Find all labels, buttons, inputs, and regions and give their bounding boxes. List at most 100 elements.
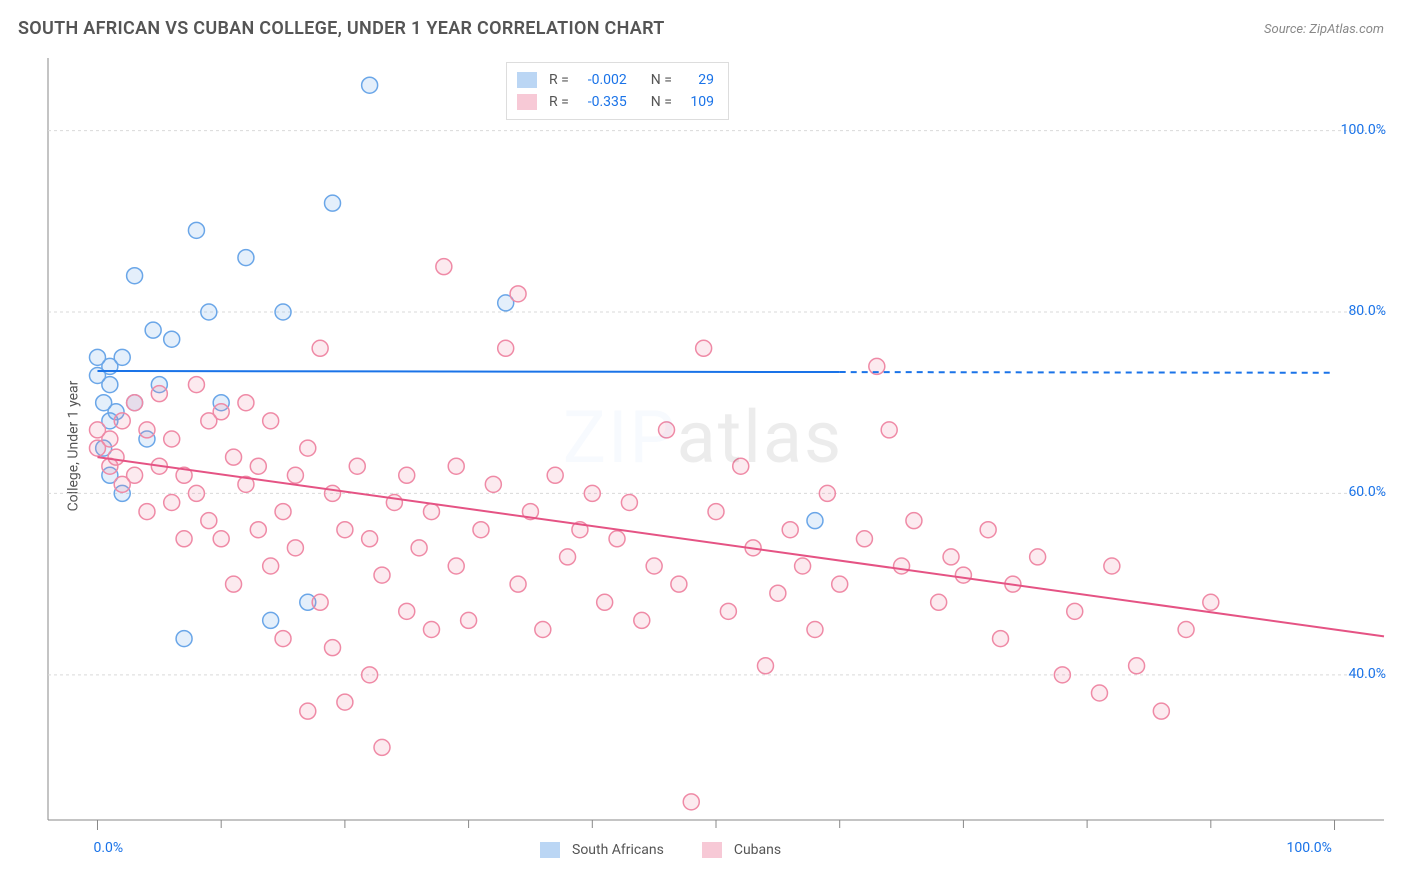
data-point	[1129, 658, 1145, 674]
data-point	[757, 658, 773, 674]
chart-container: SOUTH AFRICAN VS CUBAN COLLEGE, UNDER 1 …	[0, 0, 1406, 892]
data-point	[300, 703, 316, 719]
data-point	[226, 449, 242, 465]
stat-label-n: N =	[651, 94, 672, 110]
data-point	[164, 331, 180, 347]
data-point	[399, 603, 415, 619]
data-point	[856, 531, 872, 547]
data-point	[188, 377, 204, 393]
data-point	[325, 640, 341, 656]
data-point	[720, 603, 736, 619]
data-point	[102, 377, 118, 393]
data-point	[362, 77, 378, 93]
x-tick-label: 100.0%	[1287, 840, 1332, 856]
data-point	[708, 504, 724, 520]
data-point	[188, 485, 204, 501]
stat-label-r: R =	[549, 94, 569, 110]
data-point	[955, 567, 971, 583]
data-point	[411, 540, 427, 556]
data-point	[164, 431, 180, 447]
data-point	[226, 576, 242, 592]
data-point	[560, 549, 576, 565]
data-point	[1104, 558, 1120, 574]
data-point	[374, 567, 390, 583]
data-point	[213, 404, 229, 420]
stat-label-r: R =	[549, 72, 569, 88]
data-point	[980, 522, 996, 538]
data-point	[250, 458, 266, 474]
data-point	[621, 495, 637, 511]
data-point	[362, 531, 378, 547]
data-point	[535, 622, 551, 638]
data-point	[263, 558, 279, 574]
data-point	[671, 576, 687, 592]
data-point	[127, 395, 143, 411]
data-point	[151, 386, 167, 402]
data-point	[1178, 622, 1194, 638]
stat-value-n: 109	[682, 94, 714, 110]
data-point	[164, 495, 180, 511]
data-point	[906, 513, 922, 529]
data-point	[423, 622, 439, 638]
data-point	[263, 413, 279, 429]
data-point	[337, 694, 353, 710]
data-point	[145, 322, 161, 338]
data-point	[176, 631, 192, 647]
data-point	[461, 612, 477, 628]
data-point	[349, 458, 365, 474]
data-point	[250, 522, 266, 538]
data-point	[993, 631, 1009, 647]
data-point	[374, 739, 390, 755]
stat-value-r: -0.002	[579, 72, 627, 88]
data-point	[782, 522, 798, 538]
data-point	[1067, 603, 1083, 619]
data-point	[832, 576, 848, 592]
legend-row: R =-0.002N =29	[517, 69, 714, 91]
data-point	[807, 622, 823, 638]
series-legend: South Africans Cubans	[540, 842, 809, 858]
data-point	[188, 222, 204, 238]
stat-label-n: N =	[651, 72, 672, 88]
legend-swatch	[540, 842, 560, 858]
data-point	[275, 631, 291, 647]
scatter-chart	[0, 0, 1406, 892]
data-point	[436, 259, 452, 275]
data-point	[609, 531, 625, 547]
data-point	[807, 513, 823, 529]
data-point	[498, 340, 514, 356]
data-point	[213, 531, 229, 547]
data-point	[362, 667, 378, 683]
data-point	[931, 594, 947, 610]
data-point	[1091, 685, 1107, 701]
data-point	[139, 504, 155, 520]
legend-swatch	[517, 72, 537, 88]
data-point	[1203, 594, 1219, 610]
y-tick-label: 40.0%	[1348, 666, 1386, 682]
data-point	[325, 485, 341, 501]
data-point	[139, 422, 155, 438]
data-point	[287, 467, 303, 483]
data-point	[510, 286, 526, 302]
data-point	[733, 458, 749, 474]
data-point	[423, 504, 439, 520]
data-point	[881, 422, 897, 438]
data-point	[943, 549, 959, 565]
data-point	[1054, 667, 1070, 683]
legend-label: Cubans	[734, 842, 781, 858]
data-point	[770, 585, 786, 601]
data-point	[102, 431, 118, 447]
legend-swatch	[702, 842, 722, 858]
y-tick-label: 80.0%	[1348, 303, 1386, 319]
legend-label: South Africans	[572, 842, 664, 858]
data-point	[448, 458, 464, 474]
data-point	[399, 467, 415, 483]
y-tick-label: 60.0%	[1348, 484, 1386, 500]
data-point	[1030, 549, 1046, 565]
data-point	[795, 558, 811, 574]
data-point	[201, 513, 217, 529]
data-point	[201, 304, 217, 320]
data-point	[263, 612, 279, 628]
legend-swatch	[517, 94, 537, 110]
data-point	[634, 612, 650, 628]
data-point	[176, 531, 192, 547]
